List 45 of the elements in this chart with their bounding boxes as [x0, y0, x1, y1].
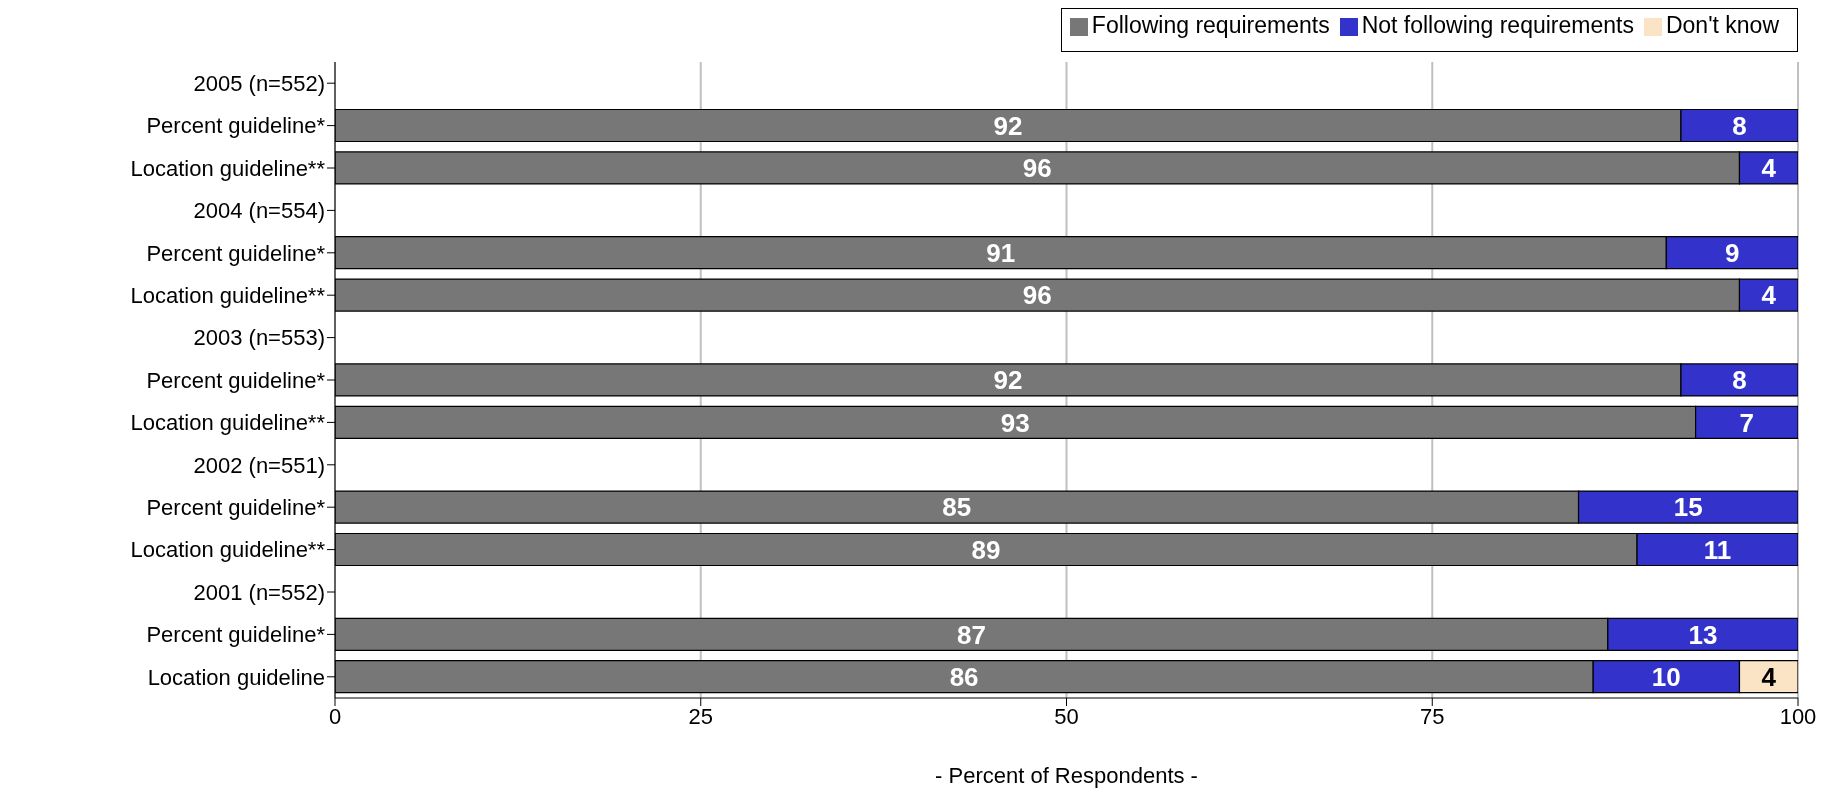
data-label: 87 — [956, 619, 986, 650]
data-label: 96 — [1022, 280, 1052, 311]
y-tick-label: Percent guideline* — [146, 495, 326, 521]
legend-label: Don't know — [1665, 12, 1779, 38]
data-label: 4 — [1761, 661, 1777, 692]
y-tick-label: 2003 (n=553) — [193, 325, 325, 351]
data-label: 92 — [993, 110, 1023, 141]
y-tick-label: Percent guideline* — [146, 622, 326, 648]
data-label: 13 — [1688, 619, 1718, 650]
y-tick-label: Location guideline** — [130, 537, 326, 563]
legend-label: Not following requirements — [1361, 12, 1634, 38]
y-tick-label: 2005 (n=552) — [193, 71, 325, 97]
data-label: 93 — [1000, 407, 1030, 438]
y-tick-label: Location guideline** — [130, 410, 326, 436]
y-tick-label: Location guideline** — [130, 283, 326, 309]
data-label: 11 — [1703, 534, 1732, 565]
x-tick-label: 25 — [688, 703, 713, 729]
y-tick-label: Percent guideline* — [146, 113, 326, 139]
data-label: 9 — [1724, 237, 1740, 268]
data-label: 4 — [1761, 280, 1777, 311]
data-label: 85 — [942, 492, 972, 523]
data-label: 8 — [1732, 365, 1747, 396]
x-tick-label: 100 — [1779, 703, 1817, 729]
x-tick-label: 0 — [328, 703, 342, 729]
y-tick-label: Location guideline — [147, 664, 325, 690]
data-label: 92 — [993, 365, 1023, 396]
y-tick-label: 2004 (n=554) — [193, 198, 325, 224]
y-tick-label: 2001 (n=552) — [193, 579, 325, 605]
legend-label: Following requirements — [1091, 12, 1330, 38]
y-tick-label: 2002 (n=551) — [193, 452, 325, 478]
data-label: 15 — [1673, 492, 1703, 523]
data-label: 10 — [1651, 661, 1681, 692]
y-tick-label: Location guideline** — [130, 155, 326, 181]
x-tick-label: 75 — [1420, 703, 1445, 729]
data-label: 91 — [986, 237, 1016, 268]
data-label: 96 — [1022, 153, 1052, 184]
data-label: 8 — [1732, 110, 1747, 141]
data-label: 7 — [1739, 407, 1755, 438]
y-tick-label: Percent guideline* — [146, 367, 326, 393]
data-label: 89 — [971, 534, 1001, 565]
x-axis-title: - Percent of Respondents - — [935, 763, 1198, 788]
x-tick-label: 50 — [1054, 703, 1079, 729]
y-tick-label: Percent guideline* — [146, 240, 326, 266]
data-label: 4 — [1761, 153, 1777, 184]
data-label: 86 — [949, 661, 979, 692]
